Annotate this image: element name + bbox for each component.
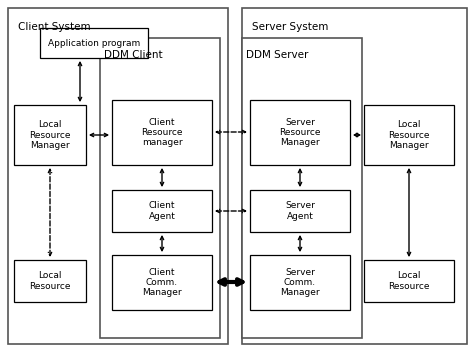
Bar <box>250 255 350 310</box>
Text: Application program: Application program <box>48 39 140 48</box>
Bar <box>364 105 454 165</box>
Bar <box>112 100 212 165</box>
Bar <box>100 38 220 338</box>
Text: Server
Agent: Server Agent <box>285 201 315 221</box>
Bar <box>14 260 86 302</box>
Text: DDM Client: DDM Client <box>104 50 162 60</box>
Text: Local
Resource: Local Resource <box>388 271 430 291</box>
Text: Server System: Server System <box>252 22 328 32</box>
Bar <box>242 38 362 338</box>
Bar <box>112 190 212 232</box>
Text: DDM Server: DDM Server <box>246 50 308 60</box>
Text: Client
Comm.
Manager: Client Comm. Manager <box>142 267 182 297</box>
Text: Server
Comm.
Manager: Server Comm. Manager <box>280 267 320 297</box>
Bar <box>8 8 228 344</box>
Bar <box>40 28 148 58</box>
Bar <box>112 255 212 310</box>
Text: Local
Resource
Manager: Local Resource Manager <box>388 120 430 150</box>
Bar <box>250 100 350 165</box>
Bar <box>14 105 86 165</box>
Text: Client System: Client System <box>18 22 91 32</box>
Bar <box>242 8 467 344</box>
Text: Client
Agent: Client Agent <box>149 201 175 221</box>
Text: Client
Resource
manager: Client Resource manager <box>141 118 183 147</box>
Bar <box>250 190 350 232</box>
Text: Server
Resource
Manager: Server Resource Manager <box>279 118 321 147</box>
Text: Local
Resource: Local Resource <box>29 271 71 291</box>
Bar <box>364 260 454 302</box>
Text: Local
Resource
Manager: Local Resource Manager <box>29 120 71 150</box>
